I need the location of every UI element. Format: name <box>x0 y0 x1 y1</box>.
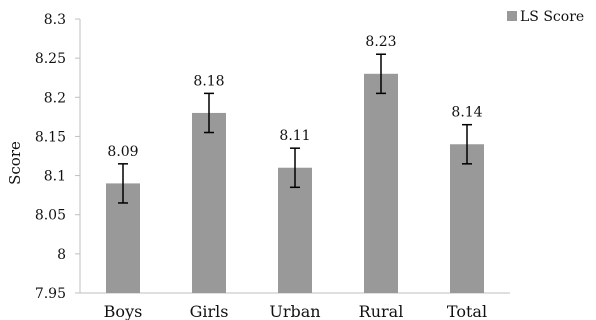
legend-swatch <box>507 11 517 21</box>
x-tick-label: Boys <box>104 302 143 320</box>
data-label: 8.18 <box>193 73 224 89</box>
bar <box>364 73 398 293</box>
y-tick-label: 8.05 <box>35 208 66 224</box>
x-tick-label: Girls <box>190 302 229 320</box>
data-label: 8.23 <box>365 34 396 50</box>
y-axis-title: Score <box>6 141 24 185</box>
y-tick-label: 8.3 <box>44 12 66 28</box>
y-tick-label: 8.2 <box>44 90 66 106</box>
y-axis-ticks: 7.95 8 8.05 8.1 8.15 8.2 8.25 8.3 <box>35 12 80 302</box>
y-tick-label: 8.25 <box>35 51 66 67</box>
y-tick-label: 8.1 <box>44 169 66 185</box>
x-axis-labels: Boys Girls Urban Rural Total <box>104 302 487 320</box>
bar <box>278 167 312 293</box>
x-tick-label: Rural <box>359 302 404 320</box>
legend-label: LS Score <box>520 9 584 25</box>
y-tick-label: 8.15 <box>35 129 66 145</box>
bar <box>450 144 484 293</box>
bar <box>192 112 226 293</box>
data-label: 8.14 <box>451 105 482 121</box>
data-label: 8.09 <box>107 144 138 160</box>
error-bars <box>118 53 472 204</box>
data-label: 8.11 <box>279 128 310 144</box>
x-tick-label: Urban <box>269 302 320 320</box>
legend: LS Score <box>507 9 584 25</box>
y-tick-label: 8 <box>57 247 66 263</box>
data-labels: 8.09 8.18 8.11 8.23 8.14 <box>107 34 482 160</box>
y-tick-label: 7.95 <box>35 286 66 302</box>
x-tick-label: Total <box>447 302 487 320</box>
